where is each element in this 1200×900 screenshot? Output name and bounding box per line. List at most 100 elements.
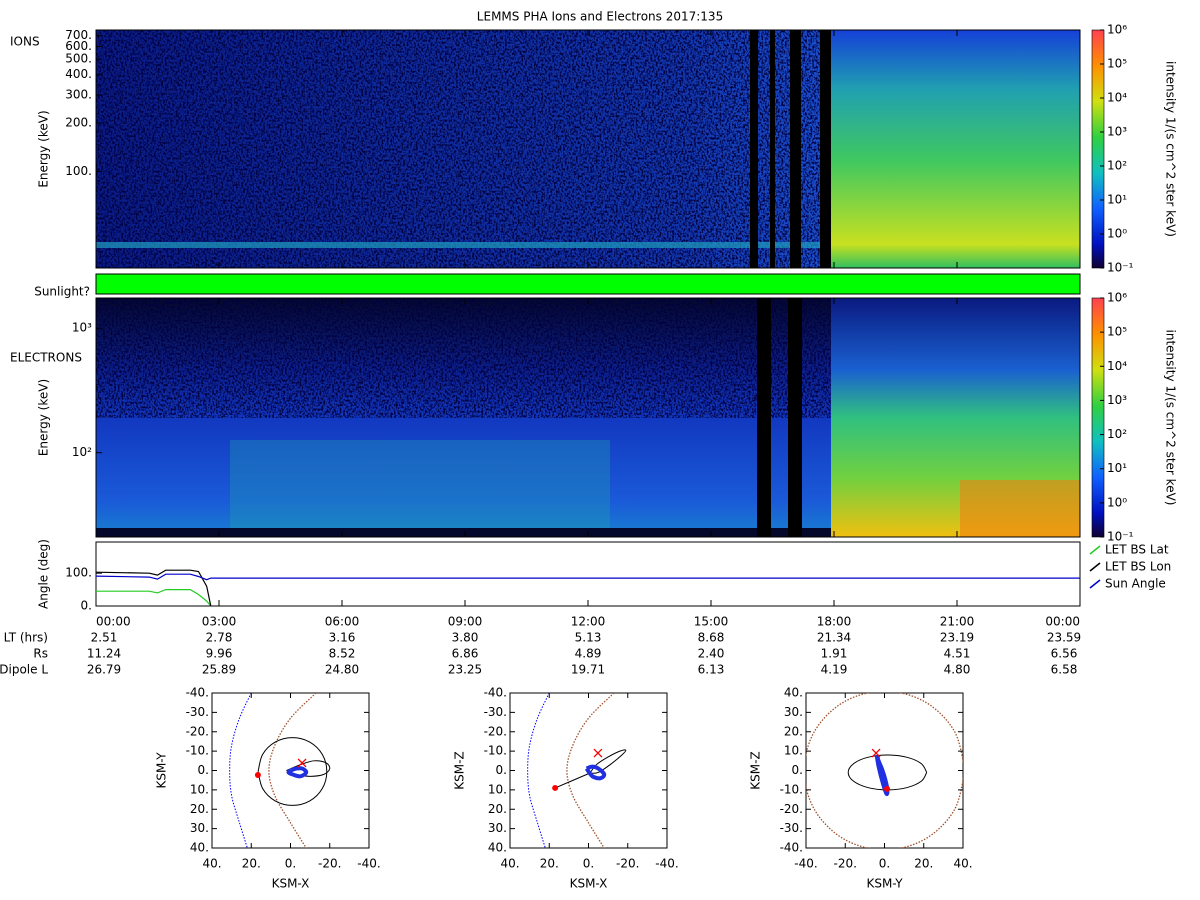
- x-tick-label: 06:00: [325, 615, 360, 629]
- plot-frame: [95, 29, 1081, 269]
- orbit-curve: [229, 693, 252, 848]
- legend-swatch: [1089, 562, 1101, 572]
- orbit-curve: [806, 693, 963, 848]
- ephemeris-value: 2.51: [91, 631, 118, 645]
- ephemeris-label: LT (hrs): [4, 631, 48, 645]
- y-tick-label: -10.: [484, 744, 507, 758]
- x-tick-label: -20.: [834, 857, 857, 871]
- orbit-curve: [257, 737, 328, 806]
- ephemeris-value: 5.13: [575, 631, 602, 645]
- y-tick-label: 700.: [65, 28, 92, 42]
- orbit-curve: [286, 766, 309, 779]
- legend-label: LET BS Lat: [1105, 543, 1169, 557]
- y-tick-label: 200.: [65, 116, 92, 130]
- colorbar-tick-label: 10²: [1107, 159, 1127, 173]
- plot-frame: [95, 541, 1081, 607]
- start-marker: [254, 771, 261, 778]
- y-tick-label: 20.: [190, 802, 209, 816]
- y-tick-label: -30.: [484, 705, 507, 719]
- y-tick-label: 0.: [81, 599, 92, 613]
- x-tick-label: -40.: [357, 857, 380, 871]
- y-axis-label: Angle (deg): [37, 539, 51, 609]
- y-tick-label: -40.: [186, 686, 209, 700]
- x-tick-label: 00:00: [1045, 615, 1080, 629]
- y-tick-label: 10²: [72, 445, 92, 459]
- colorbar-frame: [1091, 29, 1105, 269]
- ephemeris-value: 2.40: [698, 647, 725, 661]
- y-tick-label: 0.: [496, 763, 507, 777]
- ephemeris-value: 3.80: [452, 631, 479, 645]
- legend-swatch: [1089, 579, 1101, 589]
- y-tick-label: 30.: [190, 821, 209, 835]
- ephemeris-value: 25.89: [202, 663, 236, 677]
- x-tick-label: -40.: [794, 857, 817, 871]
- legend-label: Sun Angle: [1105, 577, 1166, 591]
- colorbar-tick-label: 10³: [1107, 393, 1127, 407]
- ephemeris-value: 6.56: [1051, 647, 1078, 661]
- x-axis-label: KSM-X: [272, 877, 310, 891]
- orbit-plot: [229, 693, 331, 848]
- chart-title: LEMMS PHA Ions and Electrons 2017:135: [477, 10, 723, 24]
- y-tick-label: 40.: [190, 841, 209, 855]
- ephemeris-value: 6.58: [1051, 663, 1078, 677]
- series-line: [95, 569, 212, 607]
- series-line: [96, 589, 212, 607]
- ephemeris-value: 21.34: [817, 631, 851, 645]
- ephemeris-value: 6.13: [698, 663, 725, 677]
- end-marker: [297, 758, 307, 768]
- ephemeris-value: 26.79: [87, 663, 121, 677]
- y-tick-label: 100.: [65, 164, 92, 178]
- ephemeris-value: 23.19: [940, 631, 974, 645]
- end-marker: [593, 748, 603, 758]
- y-axis-label: Energy (keV): [37, 379, 51, 456]
- x-tick-label: -40.: [655, 857, 678, 871]
- colorbar-tick-label: 10⁵: [1107, 57, 1127, 71]
- y-tick-label: 30.: [784, 705, 803, 719]
- x-tick-label: 03:00: [202, 615, 237, 629]
- x-tick-label: 40.: [953, 857, 972, 871]
- colorbar-tick-label: 10⁻¹: [1107, 261, 1134, 275]
- y-tick-label: 10.: [190, 782, 209, 796]
- ephemeris-value: 4.19: [821, 663, 848, 677]
- ephemeris-value: 19.71: [571, 663, 605, 677]
- x-axis-label: KSM-X: [570, 877, 608, 891]
- ephemeris-value: 4.51: [944, 647, 971, 661]
- x-tick-label: 0.: [583, 857, 594, 871]
- y-tick-label: -10.: [186, 744, 209, 758]
- x-tick-label: 18:00: [817, 615, 852, 629]
- y-tick-label: -30.: [780, 821, 803, 835]
- orbit-curve: [847, 754, 928, 791]
- x-tick-label: 20.: [914, 857, 933, 871]
- x-tick-label: 40.: [500, 857, 519, 871]
- y-tick-label: -20.: [186, 724, 209, 738]
- colorbar-tick-label: 10⁶: [1107, 291, 1127, 305]
- ephemeris-label: Rs: [33, 647, 48, 661]
- x-tick-label: 40.: [202, 857, 221, 871]
- colorbar-label: intensity 1/(s cm^2 ster keV): [1164, 61, 1178, 237]
- panel-label: IONS: [10, 35, 40, 49]
- ephemeris-value: 11.24: [87, 647, 121, 661]
- x-tick-label: -20.: [318, 857, 341, 871]
- y-tick-label: -20.: [484, 724, 507, 738]
- ephemeris-value: 4.89: [575, 647, 602, 661]
- x-tick-label: 0.: [285, 857, 296, 871]
- colorbar-tick-label: 10⁵: [1107, 325, 1127, 339]
- y-tick-label: 40.: [488, 841, 507, 855]
- x-axis-label: KSM-Y: [866, 877, 903, 891]
- ephemeris-value: 24.80: [325, 663, 359, 677]
- colorbar-tick-label: 10²: [1107, 427, 1127, 441]
- y-axis-label: KSM-Z: [453, 751, 467, 789]
- ephemeris-value: 8.52: [329, 647, 356, 661]
- y-tick-label: 10³: [72, 321, 92, 335]
- y-tick-label: 600.: [65, 39, 92, 53]
- y-axis-label: KSM-Y: [155, 752, 169, 789]
- orbit-plot: [806, 693, 963, 848]
- colorbar-label: intensity 1/(s cm^2 ster keV): [1164, 330, 1178, 506]
- series-line: [95, 573, 1080, 581]
- y-tick-label: 300.: [65, 87, 92, 101]
- ephemeris-value: 2.78: [206, 631, 233, 645]
- x-tick-label: 20.: [540, 857, 559, 871]
- colorbar-frame: [1091, 297, 1105, 538]
- x-tick-label: 09:00: [448, 615, 483, 629]
- y-tick-label: 20.: [784, 724, 803, 738]
